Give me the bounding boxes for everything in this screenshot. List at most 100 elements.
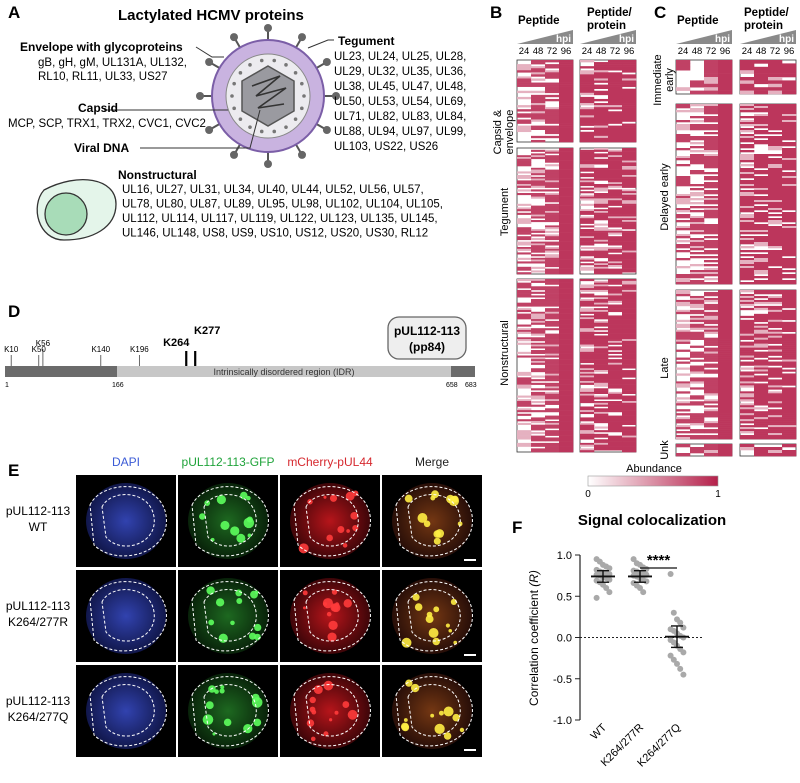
pos-658: 658 bbox=[446, 382, 458, 389]
heatmap-cell bbox=[754, 399, 769, 402]
heatmap-cell bbox=[718, 66, 733, 71]
heatmap-cell bbox=[718, 202, 733, 205]
heatmap-cell bbox=[545, 368, 560, 371]
heatmap-cell bbox=[754, 122, 769, 125]
heatmap-cell bbox=[580, 342, 595, 345]
heatmap-cell bbox=[622, 413, 637, 416]
heatmap-cell bbox=[559, 98, 574, 102]
heatmap-cell bbox=[594, 211, 609, 214]
heatmap-cell bbox=[559, 117, 574, 120]
heatmap-cell bbox=[545, 193, 560, 196]
heatmap-cell bbox=[718, 270, 733, 273]
heatmap-cell bbox=[718, 303, 733, 307]
heatmap-cell bbox=[676, 431, 691, 434]
heatmap-cell bbox=[622, 359, 637, 362]
heatmap-cell bbox=[608, 342, 623, 345]
heatmap-cell bbox=[594, 324, 609, 327]
heatmap-cell bbox=[580, 239, 595, 242]
heatmap-cell bbox=[782, 409, 797, 412]
heatmap-cell bbox=[768, 415, 783, 418]
heatmap-cell bbox=[740, 224, 755, 227]
heatmap-cell bbox=[718, 70, 733, 74]
puncta bbox=[323, 731, 329, 737]
heatmap-cell bbox=[690, 192, 705, 195]
heatmap-cell bbox=[676, 228, 691, 231]
heatmap-cell bbox=[580, 437, 595, 440]
heatmap-cell bbox=[517, 377, 532, 380]
heatmap-cell bbox=[768, 226, 783, 229]
protein-alias: (pp84) bbox=[409, 340, 445, 354]
heatmap-cell bbox=[608, 370, 623, 373]
heatmap-cell bbox=[718, 333, 733, 336]
heatmap-cell bbox=[782, 325, 797, 329]
heatmap-cell bbox=[517, 109, 532, 112]
heatmap-cell bbox=[531, 397, 546, 400]
heatmap-cell bbox=[676, 278, 691, 281]
heatmap-cell bbox=[704, 307, 719, 311]
heatmap-cell bbox=[580, 151, 595, 154]
heatmap-cell bbox=[622, 256, 637, 259]
heatmap-cell bbox=[517, 155, 532, 158]
heatmap-cell bbox=[545, 397, 560, 400]
tegument-dot bbox=[302, 94, 306, 98]
heatmap-cell bbox=[718, 186, 733, 189]
heatmap-cell bbox=[690, 431, 705, 434]
heatmap-cell bbox=[608, 371, 623, 374]
heatmap-cell bbox=[718, 293, 733, 297]
heatmap-cell bbox=[531, 395, 546, 398]
heatmap-cell bbox=[531, 111, 546, 114]
heatmap-cell bbox=[768, 290, 783, 293]
heatmap-cell bbox=[545, 375, 560, 378]
heatmap-cell bbox=[594, 214, 609, 217]
heatmap-cell bbox=[718, 244, 733, 247]
heatmap-cell bbox=[740, 319, 755, 323]
heatmap-cell bbox=[718, 291, 733, 295]
heatmap-cell bbox=[580, 268, 595, 271]
heatmap-cell bbox=[718, 321, 733, 325]
heatmap-cell bbox=[622, 180, 637, 183]
heatmap-cell bbox=[580, 153, 595, 156]
heatmap-cell bbox=[531, 139, 546, 143]
heatmap-cell bbox=[545, 178, 560, 181]
heatmap-cell bbox=[580, 135, 595, 139]
heatmap-cell bbox=[594, 127, 609, 130]
heatmap-cell bbox=[754, 73, 769, 78]
heatmap-cell bbox=[704, 144, 719, 147]
heatmap-cell bbox=[754, 307, 769, 311]
y-tick-label: 0.5 bbox=[557, 591, 572, 603]
heatmap-cell bbox=[740, 154, 755, 157]
heatmap-cell bbox=[740, 136, 755, 139]
heatmap-cell bbox=[622, 379, 637, 382]
heatmap-cell bbox=[608, 315, 623, 318]
heatmap-cell bbox=[782, 397, 797, 400]
heatmap-cell bbox=[580, 408, 595, 411]
heatmap-cell bbox=[782, 264, 797, 267]
heatmap-cell bbox=[782, 164, 797, 167]
heatmap-cell bbox=[718, 212, 733, 215]
heatmap-cell bbox=[768, 347, 783, 350]
heatmap-cell bbox=[559, 241, 574, 244]
heatmap-cell bbox=[608, 68, 623, 71]
heatmap-cell bbox=[594, 98, 609, 102]
heatmap-cell bbox=[782, 323, 797, 327]
heatmap-cell bbox=[704, 230, 719, 233]
heatmap-cell bbox=[608, 351, 623, 354]
heatmap-cell bbox=[754, 238, 769, 241]
heatmap-cell bbox=[608, 200, 623, 203]
heatmap-cell bbox=[704, 166, 719, 169]
heatmap-cell bbox=[782, 66, 797, 71]
heatmap-cell bbox=[531, 329, 546, 333]
heatmap-cell bbox=[622, 113, 637, 116]
heatmap-cell bbox=[545, 359, 560, 362]
heatmap-cell bbox=[594, 238, 609, 241]
bold-site-label: K277 bbox=[194, 325, 220, 337]
heatmap-cell bbox=[622, 178, 637, 181]
heatmap-cell bbox=[608, 162, 623, 165]
heatmap-cell bbox=[754, 453, 769, 457]
heatmap-cell bbox=[768, 387, 783, 390]
heatmap-cell bbox=[622, 105, 637, 108]
tegument-line: UL103, US22, US26 bbox=[334, 141, 438, 153]
virus-particle-diagram bbox=[196, 24, 340, 168]
heatmap-cell bbox=[608, 408, 623, 411]
heatmap-cell bbox=[594, 390, 609, 393]
